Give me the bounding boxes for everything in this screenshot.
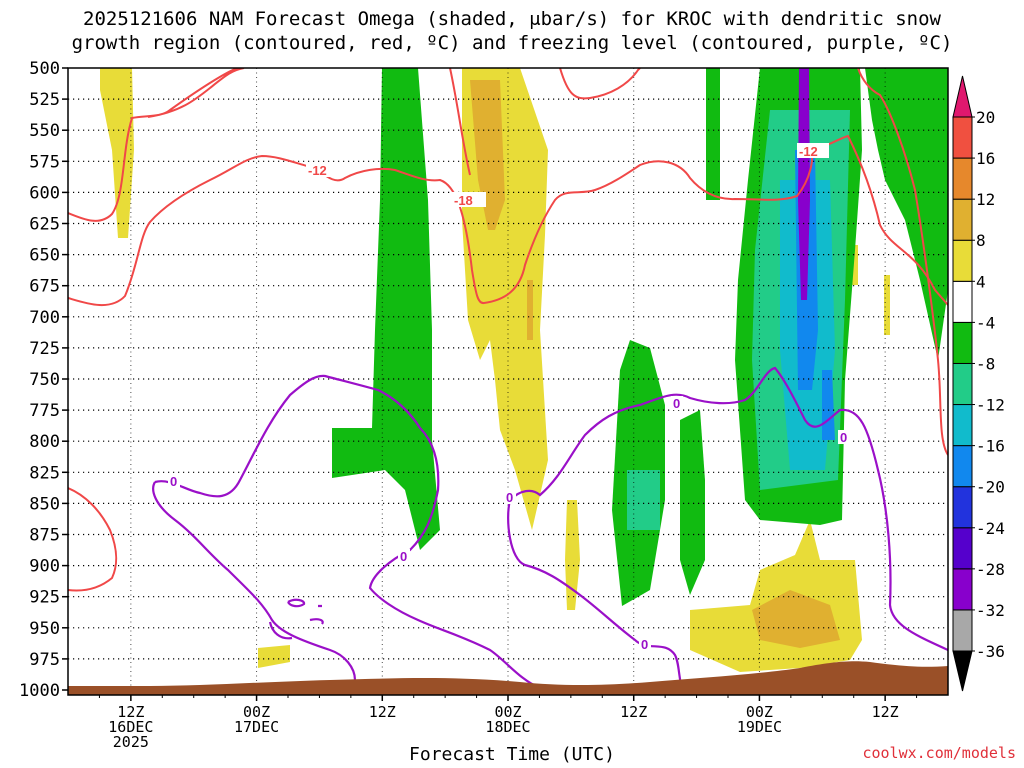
colorbar: 20 16 12 8 4 -4 -8 -12 -16 -20 -24 -28 -32 -36 <box>952 75 1005 692</box>
omega-area <box>258 645 290 668</box>
colorbar-segment <box>952 280 973 323</box>
colorbar-segment <box>952 157 973 200</box>
colorbar-segment <box>952 445 973 488</box>
x-tick-label: 00Z <box>746 703 773 721</box>
colorbar-segment <box>952 239 973 282</box>
dendritic-contour-upper <box>68 68 245 222</box>
y-tick-label: 850 <box>29 494 60 514</box>
colorbar-label: 16 <box>976 149 995 168</box>
x-tick-label: 12Z <box>369 703 396 721</box>
omega-positive-shading <box>100 68 890 672</box>
y-tick-label: 775 <box>29 401 60 421</box>
x-tick-label: 2025 <box>113 733 149 751</box>
colorbar-max-arrow <box>952 75 973 118</box>
x-tick-label: 00Z <box>243 703 270 721</box>
credit-text: coolwx.com/models <box>862 744 1016 762</box>
freezing-label: 0 <box>400 549 407 564</box>
omega-area <box>752 590 840 648</box>
freezing-label: 0 <box>673 396 680 411</box>
freezing-contour-right <box>507 366 948 695</box>
x-tick-label: 16DEC <box>108 718 153 736</box>
y-tick-label: 550 <box>29 121 60 141</box>
colorbar-segment <box>952 362 973 406</box>
dendritic-label: -18 <box>454 193 473 208</box>
x-tick-label: 19DEC <box>737 718 782 736</box>
freezing-label: 0 <box>506 490 513 505</box>
colorbar-segment <box>952 568 973 611</box>
colorbar-label: 4 <box>976 272 986 291</box>
y-tick-label: 750 <box>29 370 60 390</box>
freezing-label: 0 <box>170 474 177 489</box>
dendritic-label: -12 <box>308 163 327 178</box>
y-tick-label: 975 <box>29 650 60 670</box>
colorbar-label: -20 <box>976 478 1005 497</box>
colorbar-label: -24 <box>976 519 1005 538</box>
freezing-contour-small <box>268 598 324 640</box>
y-tick-label: 925 <box>29 588 60 608</box>
omega-area <box>332 68 440 550</box>
y-tick-label: 725 <box>29 339 60 359</box>
x-tick-label: 12Z <box>620 703 647 721</box>
dendritic-contour-top <box>449 68 948 456</box>
colorbar-segment <box>952 486 973 529</box>
omega-area <box>706 68 720 200</box>
colorbar-segment <box>952 527 973 570</box>
colorbar-label: 12 <box>976 190 995 209</box>
terrain-surface <box>68 661 948 695</box>
colorbar-label: 20 <box>976 108 995 127</box>
colorbar-label: -32 <box>976 601 1005 620</box>
y-tick-label: 1000 <box>19 681 60 701</box>
omega-area <box>865 68 948 360</box>
colorbar-label: 8 <box>976 231 986 250</box>
y-tick-label: 675 <box>29 277 60 297</box>
x-tick-label: 00Z <box>494 703 521 721</box>
colorbar-segment <box>952 116 973 159</box>
colorbar-label: -4 <box>976 313 995 332</box>
y-tick-label: 500 <box>29 59 60 79</box>
chart-title-line-2: growth region (contoured, red, ºC) and f… <box>71 32 953 54</box>
omega-area <box>100 68 134 238</box>
colorbar-segment <box>952 321 973 364</box>
omega-area <box>470 80 505 230</box>
x-tick-label: 12Z <box>117 703 144 721</box>
y-tick-label: 525 <box>29 90 60 110</box>
freezing-contour-main <box>152 374 596 692</box>
x-tick-label: 17DEC <box>234 718 279 736</box>
y-tick-label: 575 <box>29 152 60 172</box>
colorbar-label: -12 <box>976 396 1005 415</box>
chart-title-line-1: 2025121606 NAM Forecast Omega (shaded, μ… <box>83 8 941 30</box>
y-tick-label: 825 <box>29 463 60 483</box>
y-tick-label: 900 <box>29 557 60 577</box>
colorbar-segment <box>952 404 973 447</box>
colorbar-label: -28 <box>976 560 1005 579</box>
omega-area <box>527 280 533 340</box>
vertical-gridlines <box>130 68 886 695</box>
y-tick-label: 700 <box>29 308 60 328</box>
y-tick-label: 600 <box>29 183 60 203</box>
y-tick-label: 800 <box>29 432 60 452</box>
freezing-label: 0 <box>840 430 847 445</box>
colorbar-segment <box>952 609 973 652</box>
colorbar-segment <box>952 198 973 241</box>
freezing-label: 0 <box>641 637 648 652</box>
x-tick-label: 12Z <box>872 703 899 721</box>
x-axis-title: Forecast Time (UTC) <box>409 744 615 765</box>
dendritic-label: -12 <box>799 144 818 159</box>
y-tick-label: 875 <box>29 526 60 546</box>
y-tick-label: 650 <box>29 246 60 266</box>
y-tick-label: 950 <box>29 619 60 639</box>
omega-area <box>565 500 580 610</box>
y-tick-label: 625 <box>29 215 60 235</box>
y-axis: 500 525 550 575 600 625 650 675 700 725 750 775 800 8… <box>19 59 68 701</box>
colorbar-label: -36 <box>976 642 1005 661</box>
colorbar-min-arrow <box>952 650 973 692</box>
colorbar-label: -8 <box>976 354 995 373</box>
omega-area <box>680 410 705 595</box>
omega-area <box>627 470 660 530</box>
colorbar-label: -16 <box>976 437 1005 456</box>
dendritic-contour-lower <box>68 487 118 592</box>
x-tick-label: 18DEC <box>485 718 530 736</box>
